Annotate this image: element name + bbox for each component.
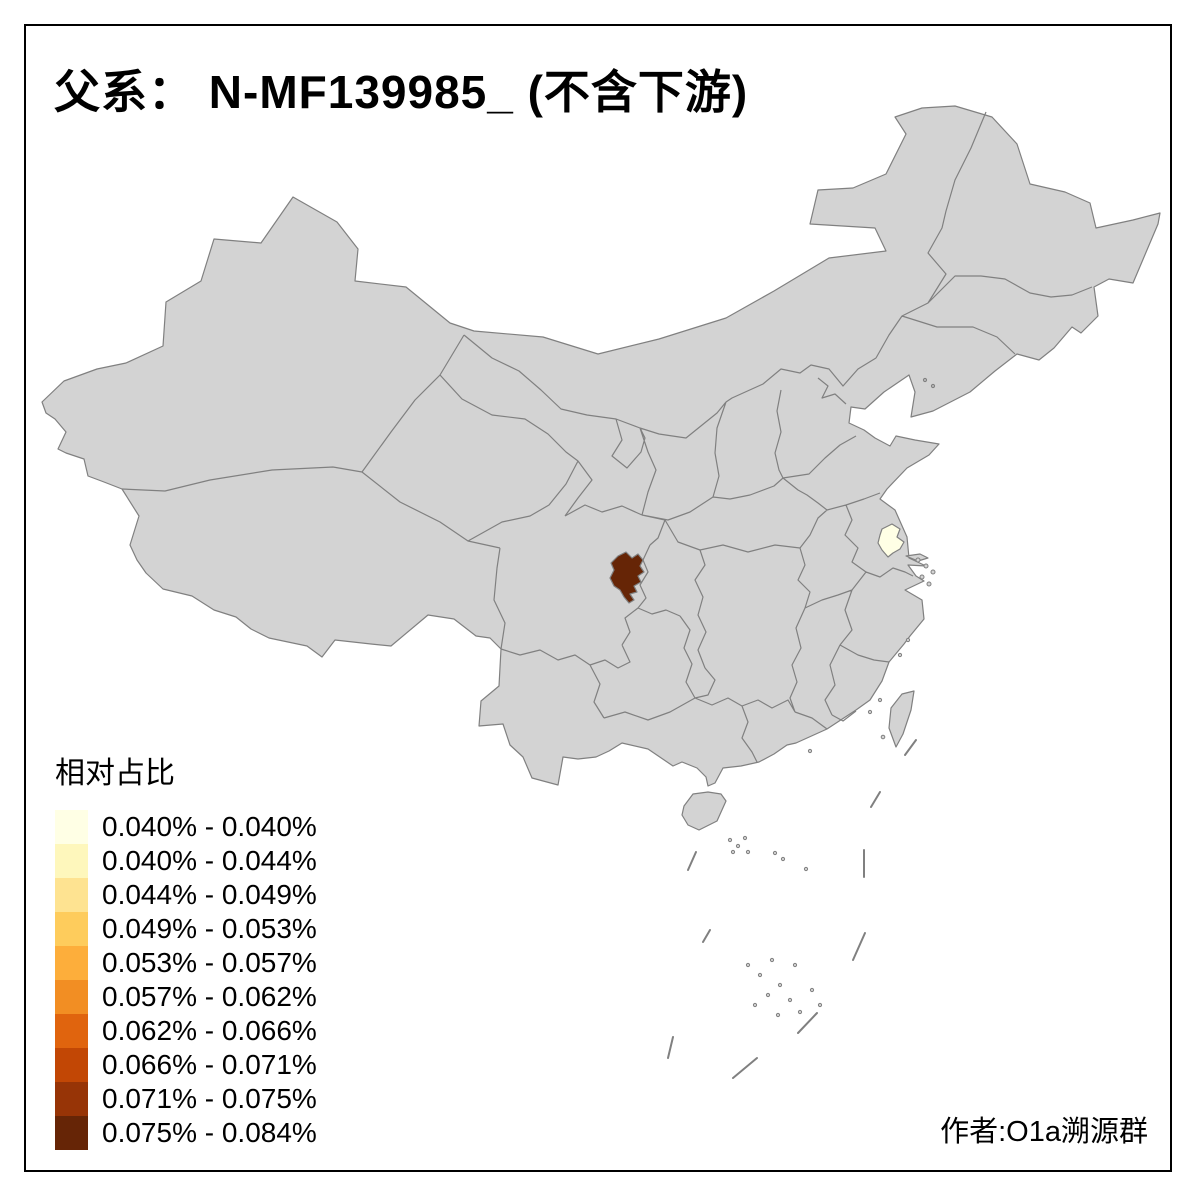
legend-class-label: 0.053% - 0.057% xyxy=(102,947,317,978)
legend-row: 0.044% - 0.049% xyxy=(55,878,317,912)
legend-color-swatch xyxy=(55,912,88,946)
legend-row: 0.057% - 0.062% xyxy=(55,980,317,1014)
legend-color-swatch xyxy=(55,1082,88,1116)
chongming-island xyxy=(905,553,929,562)
legend-class-label: 0.071% - 0.075% xyxy=(102,1083,317,1114)
legend-row: 0.075% - 0.084% xyxy=(55,1116,317,1150)
legend-color-swatch xyxy=(55,1014,88,1048)
coastal-islet xyxy=(905,637,911,643)
legend-color-swatch xyxy=(55,878,88,912)
coastal-islet xyxy=(877,697,883,703)
legend-class-label: 0.057% - 0.062% xyxy=(102,981,317,1012)
spratly-islet xyxy=(775,1012,781,1018)
legend-class-label: 0.062% - 0.066% xyxy=(102,1015,317,1046)
legend-class-label: 0.040% - 0.040% xyxy=(102,811,317,842)
legend-color-swatch xyxy=(55,946,88,980)
legend-class-label: 0.040% - 0.044% xyxy=(102,845,317,876)
land-layer xyxy=(41,105,1161,831)
legend-class-label: 0.049% - 0.053% xyxy=(102,913,317,944)
china-mainland xyxy=(41,105,1161,787)
spratly-islet xyxy=(745,962,751,968)
legend-row: 0.066% - 0.071% xyxy=(55,1048,317,1082)
legend-color-swatch xyxy=(55,1116,88,1150)
spratly-islet xyxy=(787,997,793,1003)
spratly-islet xyxy=(797,1009,803,1015)
author-credit: 作者:O1a溯源群 xyxy=(940,1116,1148,1148)
taiwan-island xyxy=(888,690,915,748)
coastal-islet xyxy=(897,652,903,658)
highlight-region-yangtze-delta xyxy=(877,523,905,558)
macclesfield-islet xyxy=(772,850,778,856)
legend-row: 0.071% - 0.075% xyxy=(55,1082,317,1116)
zhoushan-islet xyxy=(919,574,925,580)
province-borders xyxy=(121,111,1093,763)
legend-row: 0.062% - 0.066% xyxy=(55,1014,317,1048)
legend-color-swatch xyxy=(55,980,88,1014)
spratly-islet xyxy=(792,962,798,968)
spratly-islet xyxy=(817,1002,823,1008)
paracel-islet xyxy=(730,849,736,855)
zhoushan-islet xyxy=(915,557,921,563)
paracel-islet xyxy=(745,849,751,855)
scarborough-islet xyxy=(803,866,809,872)
spratly-islet xyxy=(752,1002,758,1008)
legend-class-label: 0.075% - 0.084% xyxy=(102,1117,317,1148)
legend: 相对占比 0.040% - 0.040% 0.040% - 0.044% 0.044… xyxy=(55,748,317,1150)
paracel-islet xyxy=(742,835,748,841)
spratly-islet xyxy=(769,957,775,963)
zhoushan-islet xyxy=(930,569,936,575)
spratly-islet xyxy=(777,982,783,988)
bohai-islet xyxy=(922,377,928,383)
legend-class-label: 0.044% - 0.049% xyxy=(102,879,317,910)
legend-color-swatch xyxy=(55,844,88,878)
spratly-islet xyxy=(765,992,771,998)
spratly-islet xyxy=(809,987,815,993)
legend-row: 0.040% - 0.044% xyxy=(55,844,317,878)
legend-color-swatch xyxy=(55,810,88,844)
dongsha-islet xyxy=(807,748,813,754)
sea-islets-layer xyxy=(727,557,936,1018)
legend-rows: 0.040% - 0.040% 0.040% - 0.044% 0.044% - 0… xyxy=(55,810,317,1150)
paracel-islet xyxy=(727,837,733,843)
paracel-islet xyxy=(735,843,741,849)
plot-title: 父系： N-MF139985_ (不含下游) xyxy=(54,66,749,118)
legend-color-swatch xyxy=(55,1048,88,1082)
legend-row: 0.040% - 0.040% xyxy=(55,810,317,844)
spratly-islet xyxy=(757,972,763,978)
legend-row: 0.053% - 0.057% xyxy=(55,946,317,980)
coastal-islet xyxy=(867,709,873,715)
penghu-islet xyxy=(880,734,886,740)
zhoushan-islet xyxy=(926,581,932,587)
legend-class-label: 0.066% - 0.071% xyxy=(102,1049,317,1080)
macclesfield-islet xyxy=(780,856,786,862)
zhoushan-islet xyxy=(923,563,929,569)
highlight-region-sichuan-basin xyxy=(609,551,645,604)
nine-dash-line xyxy=(667,739,917,1079)
legend-row: 0.049% - 0.053% xyxy=(55,912,317,946)
bohai-islet xyxy=(930,383,936,389)
hainan-island xyxy=(681,791,727,831)
legend-title: 相对占比 xyxy=(55,757,175,790)
